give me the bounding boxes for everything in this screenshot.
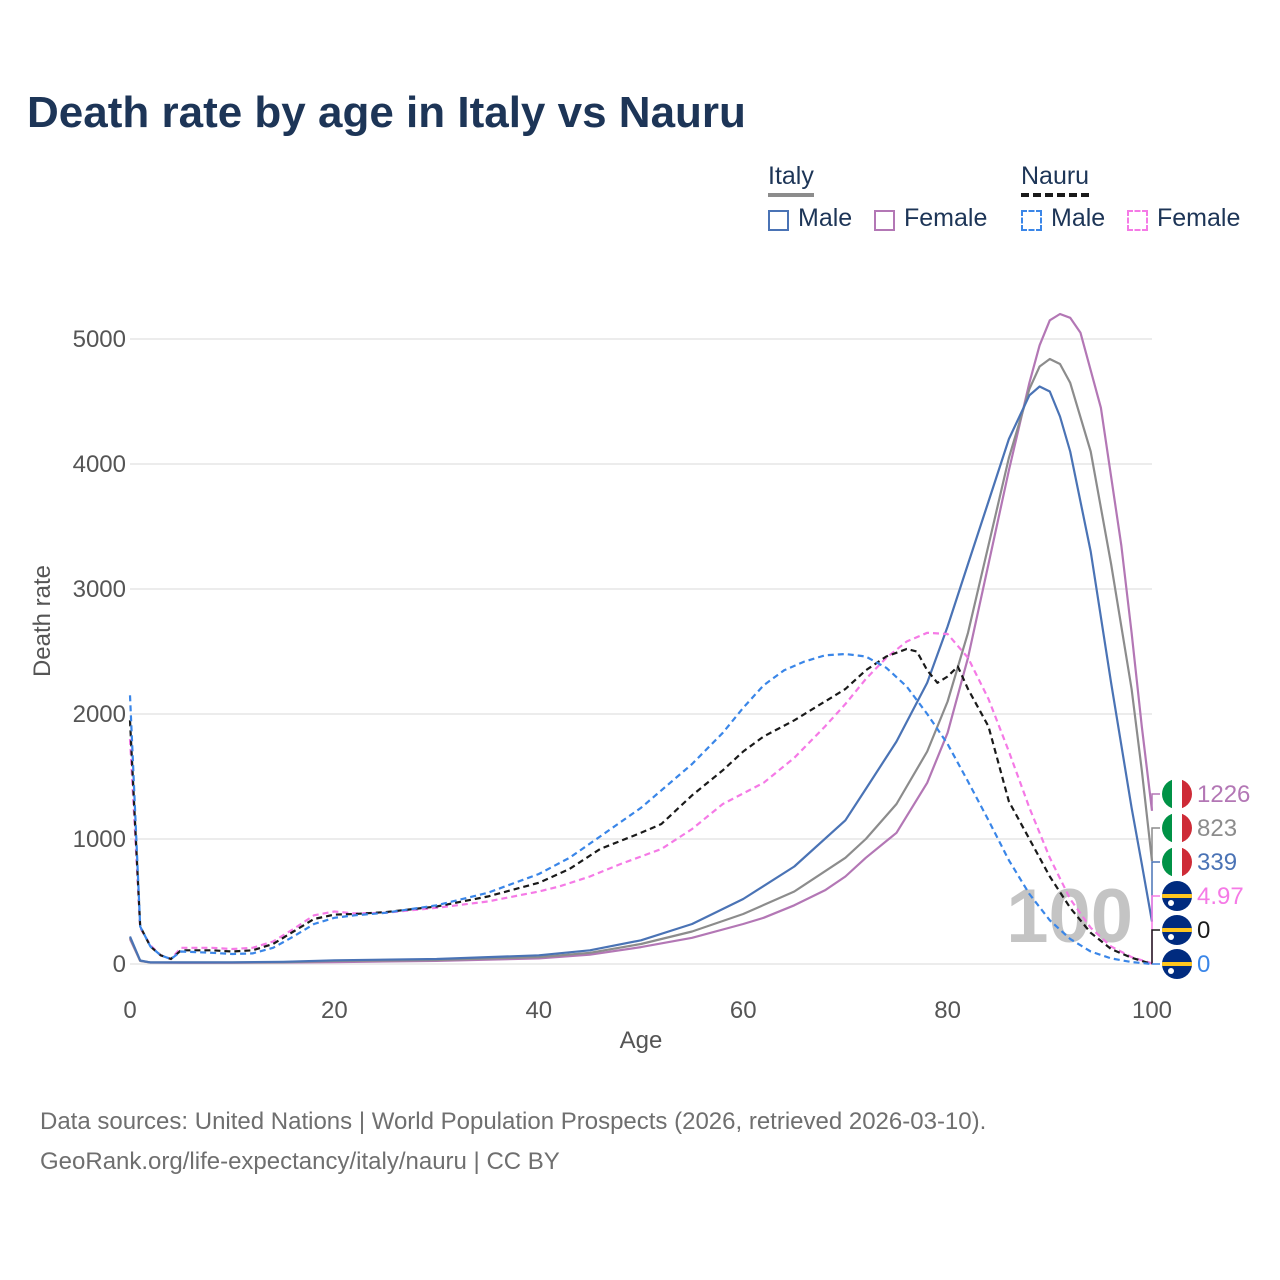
series-line-italy-total[interactable] [128, 357, 1154, 964]
series-line-italy-female[interactable] [129, 312, 1154, 964]
y-tick-label: 3000 [73, 576, 126, 603]
nauru-flag-icon [1162, 949, 1192, 979]
x-tick-label: 20 [321, 997, 348, 1024]
x-tick-label: 80 [934, 997, 961, 1024]
series-line-nauru-total[interactable] [128, 647, 1153, 966]
y-tick-label: 0 [113, 951, 126, 978]
year-watermark: 100 [1006, 874, 1133, 959]
end-label-connector [1151, 793, 1160, 811]
end-label-value: 4.97 [1197, 883, 1244, 910]
end-label-value: 0 [1197, 951, 1210, 978]
legend-nauru-title: Nauru [1021, 162, 1090, 190]
x-axis-title: Age [620, 1027, 663, 1054]
legend-item-label: Female [904, 204, 988, 232]
italy-flag-icon [1162, 779, 1192, 809]
footer-sources: Data sources: United Nations | World Pop… [40, 1108, 987, 1135]
x-tick-label: 100 [1132, 997, 1172, 1024]
end-label-value: 339 [1197, 849, 1237, 876]
legend-italy-header: Italy [768, 162, 814, 197]
nauru-flag-icon [1162, 915, 1192, 945]
series-line-nauru-male[interactable] [128, 652, 1153, 966]
legend-italy-line [768, 193, 814, 197]
italy-flag-icon [1162, 813, 1192, 843]
y-tick-label: 1000 [73, 826, 126, 853]
italy-flag-icon [1162, 847, 1192, 877]
legend-italy-title: Italy [768, 162, 814, 190]
legend-nauru-header: Nauru [1021, 162, 1090, 197]
y-tick-label: 2000 [73, 701, 126, 728]
legend-swatch-icon [874, 210, 895, 231]
end-label-connector [1151, 861, 1160, 922]
legend-swatch-icon [1127, 210, 1148, 231]
x-tick-label: 0 [123, 997, 136, 1024]
y-axis-title: Death rate [29, 565, 56, 677]
legend-nauru-line [1021, 193, 1090, 197]
legend-item-label: Female [1157, 204, 1241, 232]
series-line-nauru-female[interactable] [128, 631, 1153, 965]
legend-swatch-icon [1021, 210, 1042, 231]
y-tick-label: 5000 [73, 326, 126, 353]
footer-link[interactable]: GeoRank.org/life-expectancy/italy/nauru … [40, 1148, 560, 1175]
y-tick-label: 4000 [73, 451, 126, 478]
end-label-value: 0 [1197, 917, 1210, 944]
legend-swatch-icon [768, 210, 789, 231]
end-label-connector [1151, 929, 1160, 964]
series-line-italy-male[interactable] [128, 385, 1154, 964]
end-label-connector [1151, 827, 1160, 862]
chart-title: Death rate by age in Italy vs Nauru [27, 88, 746, 137]
x-tick-label: 40 [525, 997, 552, 1024]
legend-item-label: Male [798, 204, 853, 232]
legend-item-label: Male [1051, 204, 1106, 232]
end-label-value: 1226 [1197, 781, 1250, 808]
x-tick-label: 60 [730, 997, 757, 1024]
nauru-flag-icon [1162, 881, 1192, 911]
end-label-value: 823 [1197, 815, 1237, 842]
